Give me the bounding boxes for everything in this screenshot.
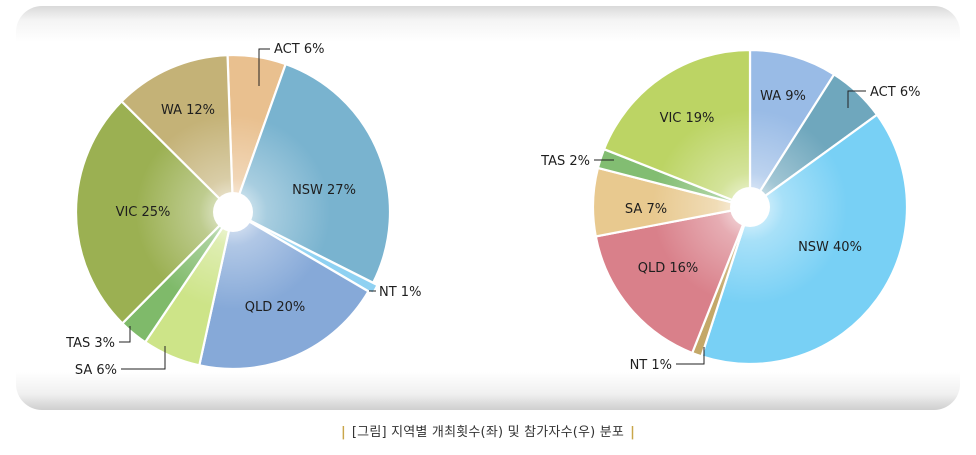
pie-center-hole <box>730 187 770 227</box>
caption-bar-left: | <box>340 425 346 440</box>
slice-label-sa: SA 6% <box>75 363 117 378</box>
pie-left: ACT 6% NSW 27% NT 1% QLD 20% SA 6% TAS 3% VIC … <box>65 42 421 378</box>
slice-label-sa: SA 7% <box>625 202 667 217</box>
pie-right: WA 9% ACT 6% NSW 40% NT 1% QLD 16% SA 7% TAS 2… <box>540 48 920 373</box>
leader-line-nt <box>676 347 705 365</box>
slice-label-act: ACT 6% <box>870 85 920 100</box>
slice-label-tas: TAS 3% <box>65 336 115 351</box>
slice-label-qld: QLD 16% <box>638 261 699 276</box>
slice-label-wa: WA 12% <box>161 103 215 118</box>
slice-label-nt: NT 1% <box>379 285 421 300</box>
slice-label-qld: QLD 20% <box>245 300 306 315</box>
slice-label-nsw: NSW 40% <box>798 240 862 255</box>
leader-line-sa <box>121 346 166 370</box>
pie-charts: ACT 6% NSW 27% NT 1% QLD 20% SA 6% TAS 3% VIC … <box>65 42 920 378</box>
caption-bar-right: | <box>630 425 636 440</box>
slice-label-nt: NT 1% <box>630 358 672 373</box>
caption-text: [그림] 지역별 개최횟수(좌) 및 참가자수(우) 분포 <box>351 425 625 440</box>
leader-line-act <box>847 90 866 108</box>
slice-label-nsw: NSW 27% <box>292 183 356 198</box>
leader-line-tas <box>119 326 131 343</box>
slice-label-wa: WA 9% <box>760 89 806 104</box>
slice-label-vic: VIC 25% <box>116 205 171 220</box>
slice-label-vic: VIC 19% <box>660 111 715 126</box>
leader-line-act <box>258 48 270 86</box>
pie-center-hole <box>213 192 253 232</box>
slice-label-act: ACT 6% <box>274 42 324 57</box>
figure-caption: | [그림] 지역별 개최횟수(좌) 및 참가자수(우) 분포 | <box>0 421 976 440</box>
slice-label-tas: TAS 2% <box>540 154 590 169</box>
